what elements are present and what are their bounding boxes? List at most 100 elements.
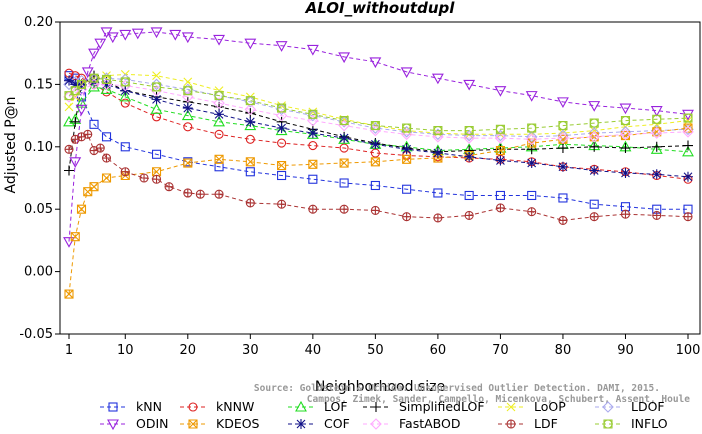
- data-point: [151, 82, 162, 92]
- data-point: [683, 171, 693, 182]
- data-point: [76, 79, 87, 89]
- data-point: [338, 119, 350, 132]
- data-point: [245, 108, 256, 119]
- series-layer: [63, 27, 694, 299]
- data-point: [306, 44, 319, 56]
- data-point: [620, 116, 631, 126]
- legend-swatch-marker: [371, 402, 381, 412]
- axis-ticks: 1 10 20 30 40 50 60 70 80 90 100 -0.05 0.00 0.05 0.10 0…: [19, 15, 700, 358]
- data-point: [683, 113, 693, 123]
- data-point: [619, 128, 632, 141]
- data-point: [682, 145, 694, 157]
- data-point: [369, 57, 382, 69]
- series-line: [68, 77, 689, 132]
- data-point: [245, 157, 255, 167]
- legend-label: COF: [324, 416, 350, 431]
- legend-label: LOF: [324, 399, 348, 414]
- legend-item-inflo: INFLO: [595, 416, 668, 431]
- data-point: [213, 34, 225, 46]
- data-point: [75, 104, 88, 116]
- x-tick-label: 100: [676, 343, 701, 358]
- series-line: [68, 72, 689, 180]
- data-point: [139, 173, 149, 183]
- series-line: [68, 86, 689, 153]
- data-point: [182, 91, 194, 103]
- data-point: [464, 210, 474, 220]
- data-point: [527, 123, 537, 133]
- data-point: [557, 97, 569, 109]
- data-point: [307, 109, 319, 122]
- data-point: [195, 189, 205, 199]
- data-point: [181, 109, 194, 121]
- data-point: [245, 167, 255, 177]
- legend-item-ldf: LDF: [498, 416, 558, 431]
- data-point: [463, 79, 476, 91]
- data-point: [101, 153, 112, 163]
- data-point: [464, 151, 475, 162]
- data-point: [620, 143, 631, 154]
- x-tick-label: 1: [65, 343, 73, 358]
- x-tick-label: 20: [180, 343, 197, 358]
- data-point: [183, 77, 193, 87]
- x-tick-label: 10: [117, 343, 134, 358]
- data-point: [495, 155, 506, 166]
- data-point: [308, 141, 318, 151]
- data-point: [402, 123, 412, 133]
- data-point: [339, 204, 349, 214]
- data-point: [402, 212, 412, 222]
- data-point: [650, 127, 663, 139]
- legend-item-odin: ODIN: [100, 416, 169, 431]
- data-point: [338, 133, 351, 144]
- legend-swatch-marker: [370, 418, 382, 430]
- data-point: [245, 198, 255, 208]
- data-point: [100, 78, 113, 91]
- legend-label: FastABOD: [399, 416, 461, 431]
- data-point: [620, 168, 631, 179]
- data-point: [683, 212, 693, 222]
- data-point: [558, 193, 568, 203]
- data-point: [683, 140, 693, 151]
- data-point: [402, 184, 412, 194]
- data-point: [525, 131, 538, 143]
- data-point: [432, 131, 444, 143]
- data-point: [307, 114, 319, 127]
- data-point: [214, 154, 224, 164]
- data-point: [70, 79, 81, 90]
- data-point: [89, 119, 99, 129]
- legend-item-simplifiedlof: SimplifiedLOF: [363, 399, 485, 414]
- data-point: [619, 103, 632, 115]
- data-point: [463, 132, 475, 144]
- data-point: [526, 144, 537, 155]
- data-point: [245, 96, 255, 106]
- data-point: [463, 129, 475, 142]
- data-point: [527, 207, 537, 217]
- data-point: [214, 109, 225, 120]
- legend-item-knnw: kNNW: [180, 399, 254, 414]
- data-point: [589, 165, 600, 176]
- legend-label: ODIN: [136, 416, 169, 431]
- data-point: [402, 154, 412, 164]
- data-point: [339, 133, 350, 144]
- data-point: [214, 189, 224, 199]
- data-point: [88, 78, 100, 91]
- data-point: [181, 32, 194, 44]
- data-point: [120, 77, 130, 87]
- data-point: [652, 210, 662, 220]
- legend-label: KDEOS: [216, 416, 260, 431]
- legend-swatch-marker: [295, 400, 307, 412]
- data-point: [64, 289, 74, 299]
- data-point: [275, 41, 288, 52]
- data-point: [495, 124, 505, 134]
- data-point: [589, 141, 600, 152]
- data-point: [495, 203, 505, 213]
- legend-label: kNNW: [216, 399, 254, 414]
- legend-swatch-marker: [108, 402, 118, 412]
- data-point: [64, 102, 74, 112]
- data-point: [307, 128, 318, 139]
- legend-swatch-marker: [506, 419, 516, 429]
- y-tick-label: -0.05: [19, 327, 53, 342]
- legend-swatch-marker: [107, 419, 119, 431]
- x-tick-label: 80: [555, 343, 572, 358]
- data-point: [620, 209, 631, 219]
- legend-swatch-marker: [506, 402, 516, 412]
